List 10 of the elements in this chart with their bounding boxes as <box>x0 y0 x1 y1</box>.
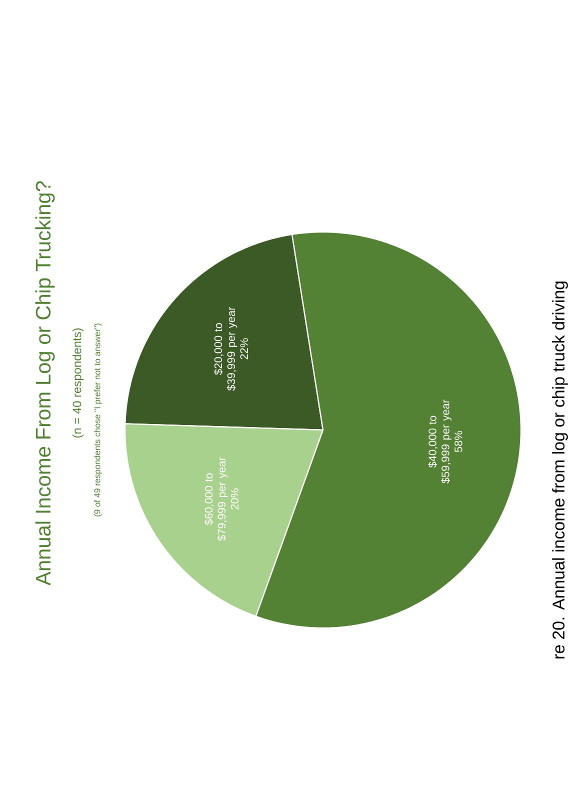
slice-label: $60,000 to $79,999 per year <box>204 457 228 541</box>
text: (9 of 49 respondents chose "I prefer not to answer") <box>94 324 102 516</box>
data-label: 58% <box>454 430 462 452</box>
data-label: 22% <box>240 338 248 360</box>
text: re 20. Annual income from log or chip truck driving <box>552 282 568 658</box>
slice-label: $40,000 to $59,999 per year <box>428 400 452 484</box>
slice-label: $20,000 to $39,999 per year <box>214 306 238 391</box>
text: Annual Income From Log or Chip Trucking? <box>35 181 55 586</box>
text: (n = 40 respondents) <box>72 328 84 438</box>
data-label: 20% <box>230 488 239 510</box>
